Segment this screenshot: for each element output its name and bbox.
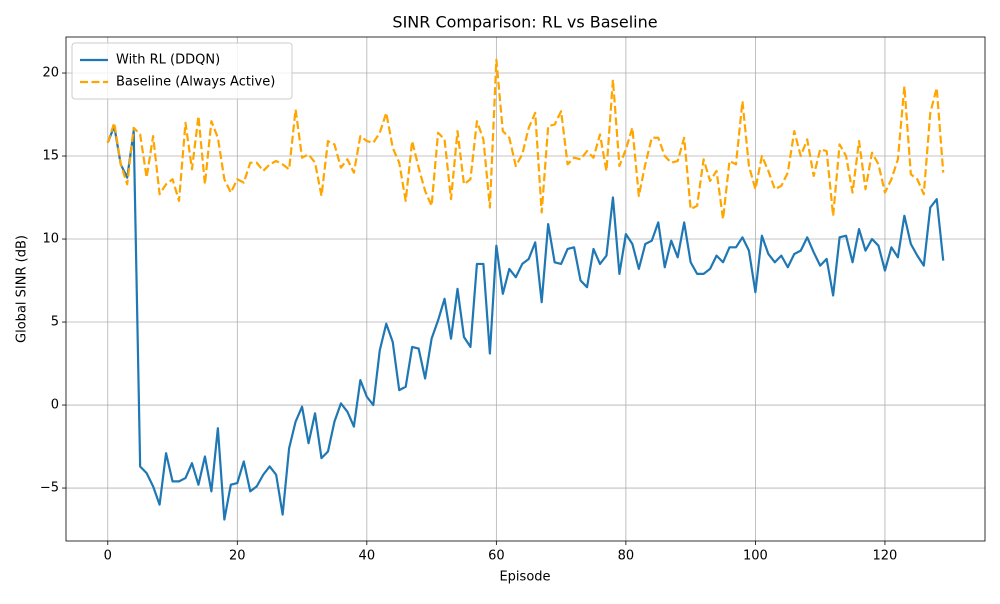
- x-tick-label: 0: [104, 549, 112, 564]
- x-axis-label: Episode: [499, 570, 550, 585]
- legend-label: Baseline (Always Active): [116, 75, 275, 90]
- y-tick-label: 10: [42, 232, 59, 247]
- y-tick-label: 5: [51, 315, 59, 330]
- chart-title: SINR Comparison: RL vs Baseline: [392, 13, 657, 32]
- x-tick-label: 100: [743, 549, 768, 564]
- legend-label: With RL (DDQN): [116, 53, 220, 68]
- y-axis-label: Global SINR (dB): [15, 235, 30, 343]
- x-tick-label: 60: [488, 549, 505, 564]
- x-tick-label: 120: [873, 549, 898, 564]
- legend-box: [71, 42, 293, 100]
- line-series: [106, 58, 945, 221]
- y-tick-label: 0: [51, 398, 59, 413]
- x-tick-label: 20: [229, 549, 246, 564]
- y-tick-label: 15: [42, 149, 59, 164]
- x-tick-label: 80: [618, 549, 635, 564]
- y-tick-label: −5: [40, 481, 59, 496]
- plot-frame: [65, 36, 986, 542]
- x-tick-label: 40: [359, 549, 376, 564]
- line-series: [106, 125, 945, 521]
- y-tick-label: 20: [42, 66, 59, 81]
